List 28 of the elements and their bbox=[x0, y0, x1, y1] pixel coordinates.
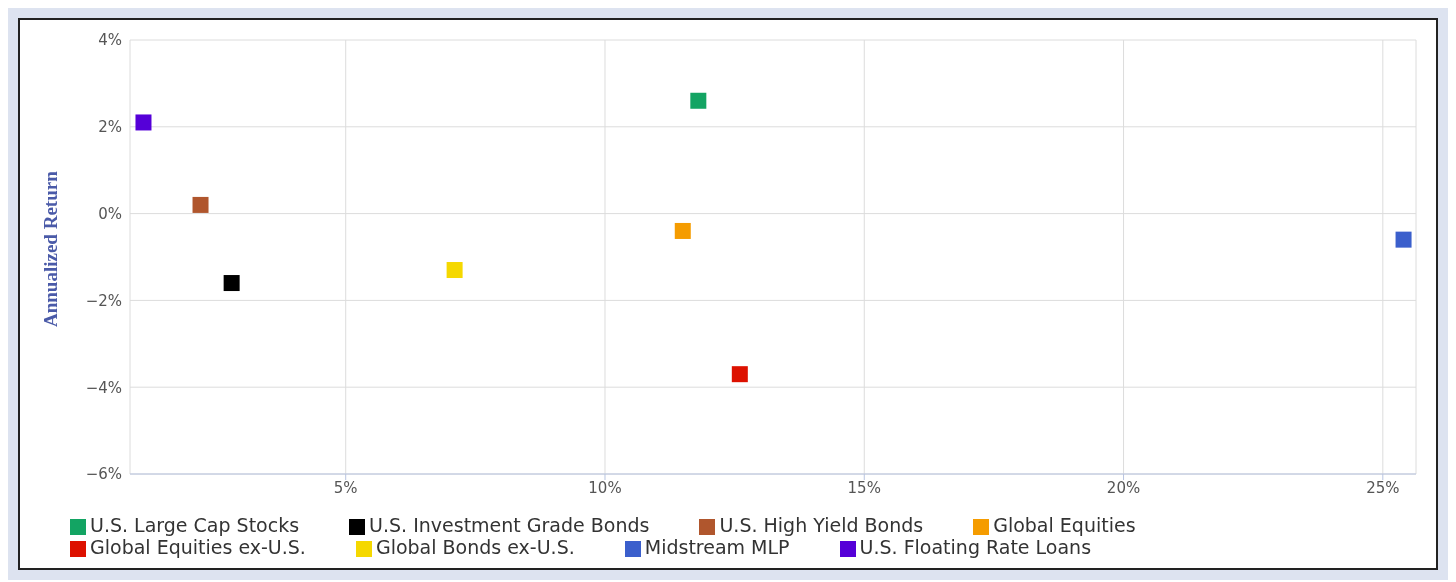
legend-label: U.S. Investment Grade Bonds bbox=[369, 514, 650, 536]
x-tick-label: 5% bbox=[333, 478, 358, 497]
point bbox=[446, 262, 463, 279]
x-tick-label: 15% bbox=[847, 478, 881, 497]
x-tick-label: 20% bbox=[1106, 478, 1141, 497]
x-tick-label: 10% bbox=[588, 478, 622, 497]
point bbox=[674, 222, 691, 239]
y-tick-label: 2% bbox=[98, 118, 122, 137]
legend-label: U.S. High Yield Bonds bbox=[719, 514, 924, 536]
point bbox=[731, 366, 748, 383]
legend-label: Global Bonds ex-U.S. bbox=[375, 536, 575, 558]
y-tick-label: −2% bbox=[85, 291, 122, 310]
y-tick-label: 0% bbox=[98, 204, 122, 223]
x-tick-label: 25% bbox=[1366, 478, 1400, 497]
y-tick-label: 4% bbox=[98, 31, 122, 50]
legend-label: Midstream MLP bbox=[644, 536, 790, 558]
legend-label: U.S. Floating Rate Loans bbox=[859, 536, 1092, 558]
legend-label: U.S. Large Cap Stocks bbox=[90, 514, 300, 536]
point bbox=[690, 92, 707, 109]
point bbox=[1395, 231, 1412, 248]
point bbox=[192, 196, 209, 213]
legend-label: Global Equities bbox=[993, 514, 1136, 536]
y-tick-label: −6% bbox=[85, 465, 122, 484]
y-tick-label: −4% bbox=[85, 378, 122, 397]
point bbox=[135, 114, 152, 131]
legend-label: Global Equities ex-U.S. bbox=[90, 536, 306, 558]
y-axis-title: Annualized Return bbox=[39, 170, 61, 327]
point bbox=[223, 275, 240, 292]
